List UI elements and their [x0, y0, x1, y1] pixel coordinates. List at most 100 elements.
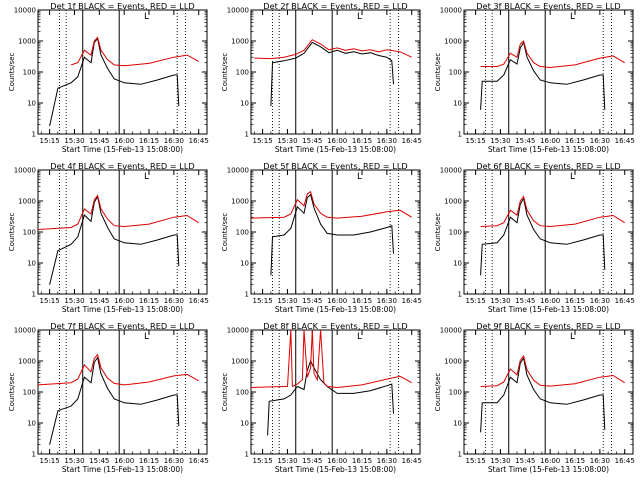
series-line-lld	[480, 354, 625, 387]
annotation-label: L	[570, 172, 575, 182]
x-tick-label: 16:30	[377, 297, 397, 305]
series-line-lld	[480, 40, 625, 69]
series-line-events	[267, 359, 394, 436]
y-tick-label: 10000	[440, 7, 462, 15]
x-tick-label: 15:45	[302, 297, 322, 305]
x-tick-label: 16:30	[590, 297, 610, 305]
x-tick-label: 16:15	[352, 297, 372, 305]
y-tick-label: 100	[449, 69, 462, 77]
y-tick-label: 1000	[444, 198, 462, 206]
chart-title: Det 2f BLACK = Events, RED = LLD	[263, 1, 407, 11]
plot-frame	[250, 9, 421, 135]
y-axis-label: Counts/sec	[221, 373, 229, 412]
series-line-events	[49, 356, 180, 445]
x-tick-label: 15:30	[490, 457, 510, 465]
x-tick-label: 15:45	[302, 137, 322, 145]
y-tick-label: 1	[458, 131, 462, 139]
y-axis-label: Counts/sec	[434, 53, 442, 92]
y-tick-label: 10000	[14, 167, 36, 175]
series-line-events	[480, 41, 606, 110]
x-tick-label: 16:30	[377, 457, 397, 465]
x-tick-label: 15:15	[40, 457, 60, 465]
x-tick-label: 15:45	[89, 457, 109, 465]
annotation-label: L	[570, 332, 575, 342]
x-tick-label: 16:00	[540, 137, 560, 145]
series-line-lld	[254, 39, 412, 60]
y-tick-label: 10000	[227, 327, 249, 335]
x-tick-label: 16:15	[139, 137, 159, 145]
y-tick-label: 1000	[18, 198, 36, 206]
x-tick-label: 15:30	[490, 297, 510, 305]
x-tick-label: 15:30	[64, 137, 84, 145]
chart-title: Det 8f BLACK = Events, RED = LLD	[263, 321, 407, 331]
y-tick-label: 1000	[231, 198, 249, 206]
x-axis-label: Start Time (15-Feb-13 15:08:00)	[488, 305, 609, 314]
y-tick-label: 1	[245, 451, 249, 459]
x-tick-label: 16:30	[164, 457, 184, 465]
x-tick-label: 15:30	[277, 297, 297, 305]
x-tick-label: 16:00	[114, 137, 134, 145]
y-tick-label: 10000	[14, 327, 36, 335]
x-tick-label: 16:30	[590, 137, 610, 145]
annotation-label: L	[357, 172, 362, 182]
x-tick-label: 16:45	[615, 297, 635, 305]
chart-panel-9: Det 9f BLACK = Events, RED = LLD Counts/s…	[434, 321, 635, 474]
x-axis-label: Start Time (15-Feb-13 15:08:00)	[488, 145, 609, 154]
y-tick-label: 10000	[14, 7, 36, 15]
y-tick-label: 10000	[440, 327, 462, 335]
x-tick-label: 16:45	[189, 137, 209, 145]
x-axis-label: Start Time (15-Feb-13 15:08:00)	[275, 465, 396, 474]
plot-frame	[463, 9, 634, 135]
x-tick-label: 15:15	[253, 457, 273, 465]
y-tick-label: 1	[32, 291, 36, 299]
y-tick-label: 1000	[444, 358, 462, 366]
y-tick-label: 100	[236, 389, 249, 397]
series-line-events	[270, 41, 394, 107]
annotation-label: L	[144, 172, 149, 182]
y-tick-label: 10	[27, 260, 36, 268]
x-axis-label: Start Time (15-Feb-13 15:08:00)	[62, 145, 183, 154]
x-tick-label: 16:30	[377, 137, 397, 145]
y-tick-label: 1	[245, 131, 249, 139]
x-tick-label: 16:30	[590, 457, 610, 465]
y-tick-label: 10000	[440, 167, 462, 175]
chart-title: Det 6f BLACK = Events, RED = LLD	[476, 161, 620, 171]
y-tick-label: 100	[236, 69, 249, 77]
chart-panel-5: Det 5f BLACK = Events, RED = LLD Counts/s…	[221, 161, 422, 314]
y-tick-label: 1000	[444, 38, 462, 46]
x-tick-label: 15:30	[64, 297, 84, 305]
series-line-lld	[250, 329, 412, 389]
y-tick-label: 100	[23, 229, 36, 237]
plot-frame	[37, 9, 208, 135]
y-tick-label: 100	[449, 389, 462, 397]
x-tick-label: 15:15	[40, 137, 60, 145]
y-axis-label: Counts/sec	[434, 373, 442, 412]
y-tick-label: 10	[27, 100, 36, 108]
y-tick-label: 1000	[231, 38, 249, 46]
x-tick-label: 16:30	[164, 137, 184, 145]
y-tick-label: 100	[23, 389, 36, 397]
y-tick-label: 1	[458, 291, 462, 299]
x-tick-label: 15:15	[466, 297, 486, 305]
y-tick-label: 10	[240, 260, 249, 268]
series-line-events	[49, 195, 180, 285]
annotation-label: L	[570, 12, 575, 22]
y-tick-label: 1	[458, 451, 462, 459]
x-tick-label: 15:15	[40, 297, 60, 305]
y-tick-label: 10000	[227, 7, 249, 15]
y-axis-label: Counts/sec	[434, 213, 442, 252]
x-axis-label: Start Time (15-Feb-13 15:08:00)	[275, 145, 396, 154]
y-tick-label: 1	[32, 451, 36, 459]
y-tick-label: 10	[453, 260, 462, 268]
chart-panel-3: Det 3f BLACK = Events, RED = LLD Counts/s…	[434, 1, 635, 154]
x-tick-label: 15:30	[64, 457, 84, 465]
x-tick-label: 16:00	[114, 297, 134, 305]
y-axis-label: Counts/sec	[8, 213, 16, 252]
x-axis-label: Start Time (15-Feb-13 15:08:00)	[62, 465, 183, 474]
x-tick-label: 16:15	[139, 297, 159, 305]
chart-title: Det 9f BLACK = Events, RED = LLD	[476, 321, 620, 331]
x-tick-label: 15:45	[89, 297, 109, 305]
x-tick-label: 16:45	[402, 137, 422, 145]
x-tick-label: 15:30	[277, 137, 297, 145]
y-axis-label: Counts/sec	[8, 53, 16, 92]
